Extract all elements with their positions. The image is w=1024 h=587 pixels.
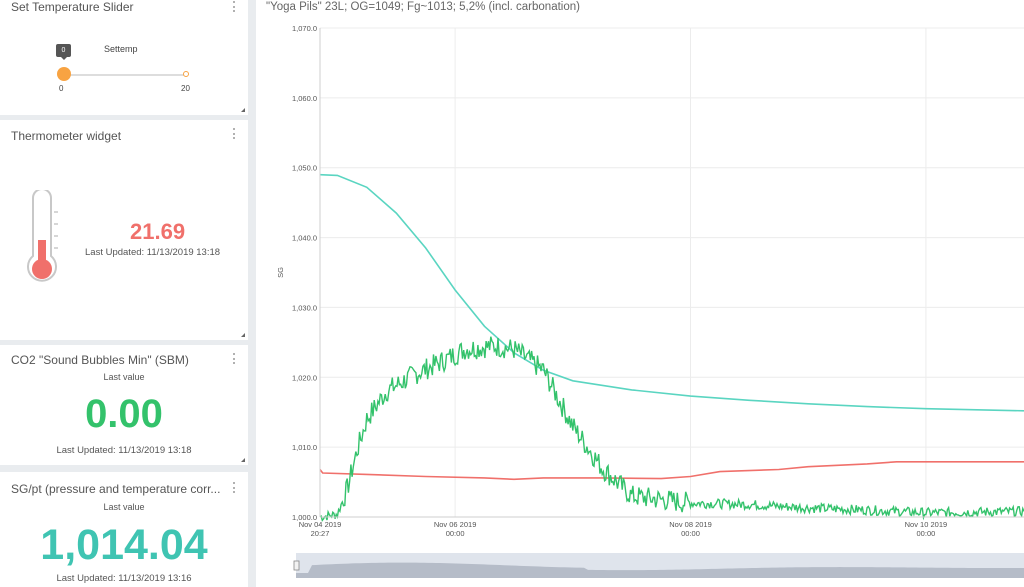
chart-panel: "Yoga Pils" 23L; OG=1049; Fg~1013; 5,2% … <box>256 0 1024 587</box>
slider-label: Settemp <box>104 44 138 54</box>
thermometer-widget: Thermometer widget 21.69 Last Updated: 1… <box>0 120 248 340</box>
thermometer-icon <box>27 190 58 282</box>
x-tick-time: 00:00 <box>446 529 465 538</box>
y-tick-label: 1,000.0 <box>292 513 317 522</box>
navigator-handle[interactable] <box>293 560 300 571</box>
slider-min-label: 0 <box>59 84 64 93</box>
y-tick-label: 1,020.0 <box>292 373 317 382</box>
last-value-caption: Last value <box>103 372 145 382</box>
sg-widget: SG/pt (pressure and temperature corr... … <box>0 472 248 587</box>
y-tick-label: 1,040.0 <box>292 234 317 243</box>
y-tick-label: 1,010.0 <box>292 443 317 452</box>
resize-handle-icon[interactable] <box>241 458 245 462</box>
slider-max-label: 20 <box>181 84 190 93</box>
y-tick-label: 1,030.0 <box>292 303 317 312</box>
slider-thumb[interactable] <box>57 67 71 81</box>
x-tick-label: Nov 06 2019 <box>434 520 477 529</box>
last-updated-text: Last Updated: 11/13/2019 13:18 <box>56 445 192 456</box>
widget-title: Thermometer widget <box>11 129 122 143</box>
widget-menu-icon[interactable] <box>233 353 236 364</box>
y-tick-label: 1,060.0 <box>292 94 317 103</box>
co2-value: 0.00 <box>85 392 163 436</box>
widget-title: CO2 "Sound Bubbles Min" (SBM) <box>11 353 189 367</box>
slider-value-tooltip: 0 <box>56 44 71 60</box>
widget-title: Set Temperature Slider <box>11 0 134 14</box>
widget-menu-icon[interactable] <box>233 482 236 493</box>
navigator-area <box>296 562 1024 578</box>
resize-handle-icon[interactable] <box>241 333 245 337</box>
widget-menu-icon[interactable] <box>233 1 236 12</box>
chart-title: "Yoga Pils" 23L; OG=1049; Fg~1013; 5,2% … <box>266 1 580 13</box>
slider-track[interactable] <box>64 74 186 76</box>
widget-title: SG/pt (pressure and temperature corr... <box>11 482 221 496</box>
sg-value: 1,014.04 <box>40 521 208 569</box>
series-line-3 <box>319 336 1024 522</box>
sg-chart[interactable]: 1,070.0 1,060.0 1,050.0 1,040.0 1,030.0 1,020… <box>256 0 1024 587</box>
temperature-value: 21.69 <box>130 219 186 244</box>
x-tick-label: Nov 10 2019 <box>905 520 948 529</box>
series-line-2 <box>319 461 1024 481</box>
resize-handle-icon[interactable] <box>241 108 245 112</box>
last-updated-text: Last Updated: 11/13/2019 13:16 <box>56 573 192 584</box>
x-tick-label: Nov 04 2019 <box>299 520 342 529</box>
x-tick-time: 00:00 <box>681 529 700 538</box>
co2-widget: CO2 "Sound Bubbles Min" (SBM) Last value… <box>0 345 248 465</box>
last-value-caption: Last value <box>103 502 145 512</box>
widget-menu-icon[interactable] <box>233 128 236 139</box>
y-axis-label: SG <box>276 267 285 278</box>
x-tick-time: 00:00 <box>917 529 936 538</box>
last-updated-text: Last Updated: 11/13/2019 13:18 <box>85 247 221 258</box>
x-tick-time: 20:27 <box>311 529 330 538</box>
y-tick-label: 1,050.0 <box>292 164 317 173</box>
x-tick-label: Nov 08 2019 <box>669 520 712 529</box>
slider-end-marker <box>183 71 189 77</box>
slider-widget: Set Temperature Slider 0 Settemp 0 20 <box>0 0 248 115</box>
series-line-1 <box>319 173 1024 412</box>
y-tick-label: 1,070.0 <box>292 24 317 33</box>
